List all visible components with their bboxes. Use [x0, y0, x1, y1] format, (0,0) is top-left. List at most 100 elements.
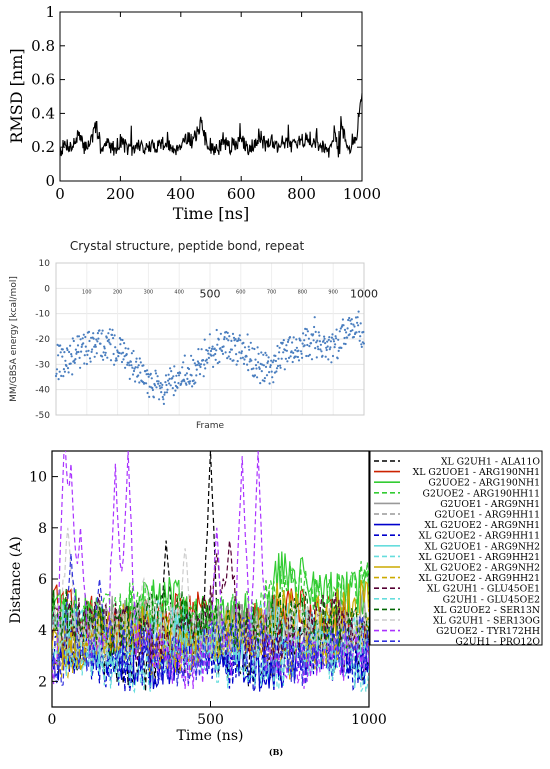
mmgbsa-point [316, 345, 319, 348]
mmgbsa-point [158, 384, 161, 387]
mmgbsa-point [216, 362, 219, 365]
mmgbsa-point [78, 356, 81, 359]
mmgbsa-point [310, 358, 314, 361]
mmgbsa-chart: Crystal structure, peptide bond, repeat … [9, 239, 378, 431]
mmgbsa-point [131, 366, 134, 369]
mmgbsa-point [71, 373, 74, 376]
mmgbsa-point [235, 353, 238, 356]
mmgbsa-point [141, 380, 144, 384]
mmgbsa-point [177, 382, 180, 385]
mmgbsa-point [142, 364, 145, 367]
mmgbsa-point [333, 346, 336, 349]
mmgbsa-point [96, 340, 99, 343]
mmgbsa-point [243, 358, 246, 361]
mmgbsa-point [234, 344, 237, 347]
mmgbsa-point [308, 353, 311, 356]
mmgbsa-point [228, 351, 231, 354]
mmgbsa-point [307, 354, 310, 358]
mmgbsa-point [166, 388, 169, 391]
distance-y-tick-label: 10 [29, 470, 47, 486]
mmgbsa-point [288, 336, 292, 339]
mmgbsa-point [62, 368, 65, 371]
mmgbsa-point [278, 346, 281, 349]
mmgbsa-point [98, 329, 101, 332]
mmgbsa-point [283, 368, 286, 371]
mmgbsa-point [260, 370, 263, 373]
mmgbsa-point [344, 342, 347, 346]
mmgbsa-point [128, 377, 131, 380]
mmgbsa-point [69, 344, 72, 347]
mmgbsa-point [248, 360, 251, 363]
legend-entry-label: G2UH1 - PRO12O [455, 637, 540, 648]
mmgbsa-point [177, 374, 181, 377]
mmgbsa-point [108, 328, 111, 331]
mmgbsa-point [132, 349, 135, 353]
mmgbsa-point [284, 357, 287, 360]
mmgbsa-point [92, 332, 95, 335]
mmgbsa-point [126, 363, 129, 366]
legend-entry-label: G2UOE1 - ARG9NH1 [440, 499, 540, 510]
distance-y-ticks: 2 4 6 8 10 [29, 470, 58, 690]
mmgbsa-point [267, 356, 270, 359]
mmgbsa-x-tick-label: 300 [144, 289, 154, 295]
mmgbsa-point [309, 342, 313, 345]
mmgbsa-point [315, 341, 318, 344]
mmgbsa-point [330, 361, 333, 364]
mmgbsa-point [147, 373, 150, 376]
mmgbsa-point [329, 346, 332, 349]
mmgbsa-point [167, 373, 170, 376]
mmgbsa-point [121, 351, 125, 354]
mmgbsa-point [128, 364, 131, 367]
mmgbsa-point [253, 347, 256, 351]
mmgbsa-point [357, 324, 360, 327]
mmgbsa-point [73, 361, 76, 364]
mmgbsa-point [349, 330, 352, 333]
mmgbsa-point [193, 362, 196, 365]
mmgbsa-point [240, 352, 243, 355]
mmgbsa-point [64, 359, 67, 362]
mmgbsa-point [155, 386, 158, 389]
mmgbsa-point [343, 328, 347, 331]
mmgbsa-point [340, 346, 343, 349]
mmgbsa-point [135, 360, 138, 363]
rmsd-series-line [59, 93, 363, 158]
mmgbsa-point [90, 350, 93, 353]
mmgbsa-point [85, 350, 88, 353]
mmgbsa-point [97, 337, 100, 340]
mmgbsa-point [59, 351, 62, 354]
mmgbsa-point [77, 350, 80, 354]
mmgbsa-point [115, 359, 118, 362]
mmgbsa-point [297, 349, 300, 352]
mmgbsa-point [59, 344, 62, 347]
mmgbsa-point [336, 357, 339, 360]
mmgbsa-point [110, 333, 114, 336]
mmgbsa-point [271, 361, 274, 364]
mmgbsa-point [317, 348, 320, 351]
mmgbsa-point [139, 371, 142, 374]
mmgbsa-point [82, 342, 85, 345]
mmgbsa-point [263, 377, 266, 380]
mmgbsa-point [130, 364, 133, 367]
mmgbsa-point [160, 391, 163, 394]
mmgbsa-point [74, 358, 77, 361]
mmgbsa-point [292, 351, 295, 354]
mmgbsa-point [360, 343, 363, 346]
mmgbsa-point [271, 376, 274, 379]
mmgbsa-point [328, 336, 331, 339]
mmgbsa-point [168, 377, 171, 380]
mmgbsa-point [230, 348, 233, 351]
mmgbsa-point [332, 338, 335, 341]
mmgbsa-point [281, 341, 284, 344]
mmgbsa-point [123, 342, 126, 345]
mmgbsa-point [76, 344, 80, 347]
mmgbsa-point [362, 330, 365, 334]
mmgbsa-point [91, 348, 94, 351]
mmgbsa-point [337, 338, 340, 341]
mmgbsa-point [356, 321, 359, 324]
mmgbsa-point [259, 382, 262, 385]
mmgbsa-point [139, 361, 142, 364]
mmgbsa-point [163, 393, 166, 396]
mmgbsa-point [202, 359, 205, 362]
mmgbsa-point [176, 386, 179, 389]
mmgbsa-point [302, 332, 305, 335]
